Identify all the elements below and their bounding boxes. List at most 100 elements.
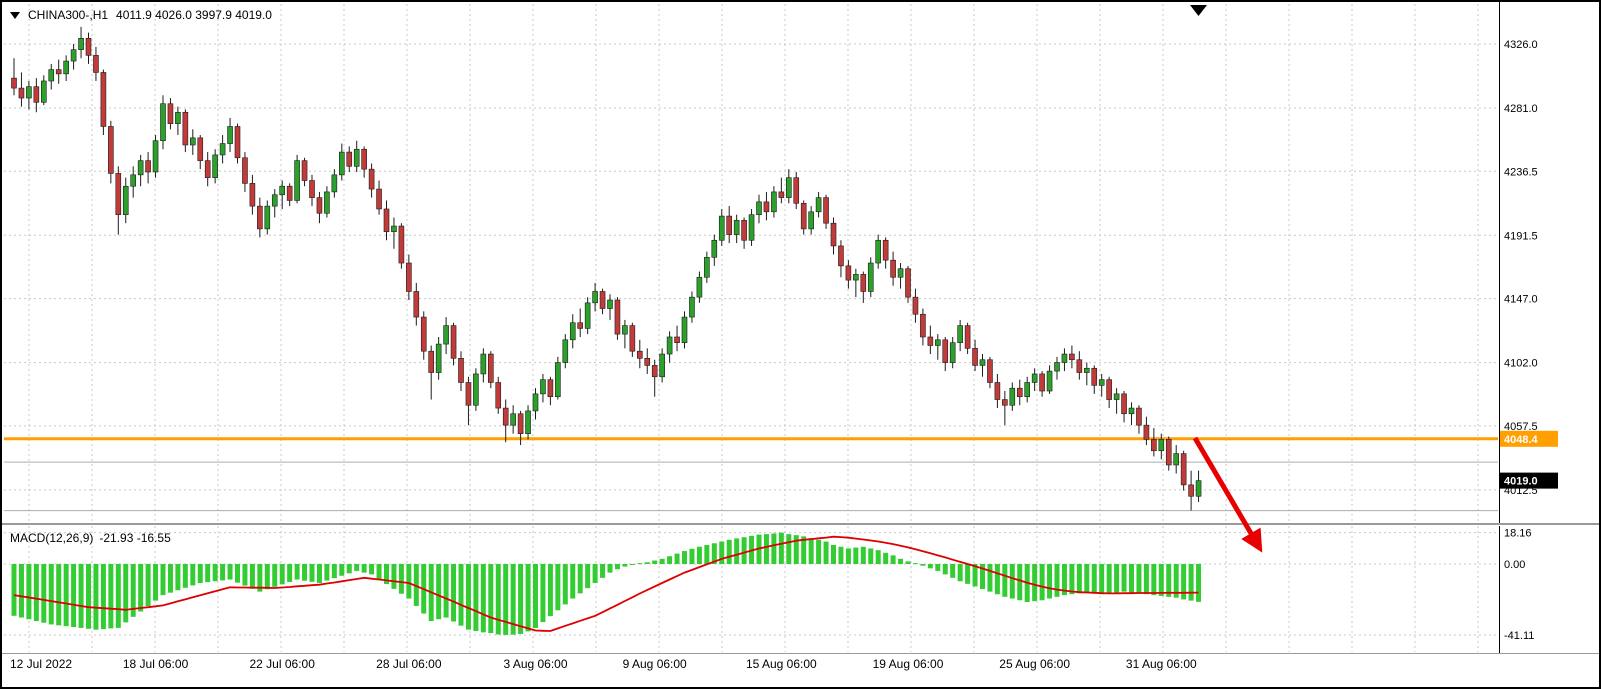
candle-body (659, 353, 665, 378)
ohlc-values: 4011.9 4026.0 3997.9 4019.0 (116, 8, 272, 22)
macd-bar (354, 564, 360, 571)
candle-body (614, 299, 621, 335)
candle-body (480, 353, 487, 375)
candle-body (18, 87, 25, 99)
time-axis-label: 22 Jul 06:00 (249, 657, 315, 671)
macd-bar (1151, 564, 1157, 596)
macd-bar (927, 564, 933, 569)
macd-bar (369, 564, 375, 575)
macd-bar (78, 564, 84, 628)
macd-bar (950, 564, 956, 578)
price-tag-bg (1500, 472, 1558, 489)
price-tag-text: 4048.4 (1504, 434, 1539, 446)
candle-body (175, 111, 181, 124)
macd-values: -21.93 -16.55 (99, 531, 171, 545)
macd-bar (622, 564, 628, 567)
candle-body (271, 194, 278, 207)
macd-bar (696, 546, 702, 564)
price-axis-label: 4147.0 (1504, 294, 1538, 306)
time-axis-label: 19 Aug 06:00 (872, 657, 944, 671)
price-chart-canvas[interactable]: 4326.0 4281.0 4236.5 4191.5 4147.0 4102.0 4057… (2, 2, 1601, 523)
candle-body (1165, 439, 1172, 466)
macd-bar (56, 564, 62, 626)
macd-bar (339, 564, 345, 576)
candle-body (115, 173, 122, 215)
candle-body (823, 197, 829, 224)
candle-body (1084, 367, 1090, 373)
candle-body (487, 353, 494, 383)
candle-body (331, 174, 338, 193)
macd-bar (235, 564, 240, 583)
candle-body (495, 382, 502, 409)
candle-body (778, 191, 785, 198)
macd-bar (823, 541, 829, 564)
macd-bar (361, 564, 367, 573)
candle-body (1091, 367, 1098, 386)
time-axis[interactable]: 12 Jul 2022 18 Jul 06:00 22 Jul 06:00 28 Ju… (2, 654, 1599, 686)
macd-bar (808, 538, 814, 564)
macd-bar (451, 564, 457, 622)
macd-bar (1069, 564, 1075, 595)
collapse-triangle-icon[interactable] (10, 12, 20, 19)
macd-bar (607, 564, 613, 573)
macd-bar (838, 546, 844, 564)
candle-body (957, 325, 963, 343)
panel-divider[interactable] (2, 523, 1599, 525)
candle-body (860, 274, 867, 292)
macd-bar (1166, 564, 1172, 597)
macd-bar (629, 564, 635, 565)
time-axis-label: 18 Jul 06:00 (122, 657, 189, 671)
macd-bar (741, 537, 747, 564)
macd-bar (890, 555, 896, 564)
macd-indicator-label: MACD(12,26,9) -21.93 -16.55 (10, 531, 171, 545)
macd-bar (264, 564, 270, 590)
macd-bar (376, 564, 382, 580)
macd-bar (533, 564, 538, 628)
macd-bar (771, 533, 777, 564)
macd-bar (585, 564, 591, 589)
macd-bar (115, 564, 121, 628)
macd-bar (704, 545, 710, 564)
macd-bar (614, 564, 620, 570)
macd-bar (637, 563, 643, 565)
macd-bar (398, 564, 404, 594)
macd-bar (868, 548, 874, 564)
candle-body (972, 348, 978, 366)
candle-body (435, 343, 442, 373)
candle-body (763, 201, 770, 213)
candle-body (897, 268, 904, 278)
macd-bar (1188, 564, 1194, 601)
candle-body (204, 160, 211, 178)
macd-bar (972, 564, 978, 587)
candle-body (704, 257, 710, 278)
candle-body (808, 211, 814, 230)
candle-body (502, 407, 509, 426)
macd-bar (18, 564, 24, 618)
candle-body (927, 336, 934, 346)
candle-body (867, 262, 874, 292)
candle-body (249, 183, 256, 207)
candle-body (294, 160, 300, 201)
candle-body (1061, 353, 1068, 363)
candle-body (741, 220, 747, 241)
macd-bar (987, 564, 993, 592)
macd-bar (302, 564, 308, 581)
candle-body (122, 185, 129, 215)
macd-bar (294, 564, 300, 580)
candle-body (26, 86, 32, 99)
candle-body (629, 325, 636, 352)
macd-bar (659, 558, 665, 564)
candle-body (1173, 453, 1179, 466)
candle-body (1143, 424, 1150, 440)
price-tag-text: 4019.0 (1504, 476, 1538, 488)
candle-body (279, 185, 286, 196)
candle-body (48, 69, 55, 82)
macd-bar (816, 539, 822, 564)
macd-bar (845, 548, 851, 564)
candle-body (547, 379, 554, 398)
macd-panel-canvas[interactable]: 18.16 0.00 -41.11 (2, 526, 1601, 653)
macd-bar (41, 564, 47, 623)
candle-body (622, 325, 628, 335)
candle-body (510, 413, 516, 426)
macd-bar (763, 534, 769, 564)
